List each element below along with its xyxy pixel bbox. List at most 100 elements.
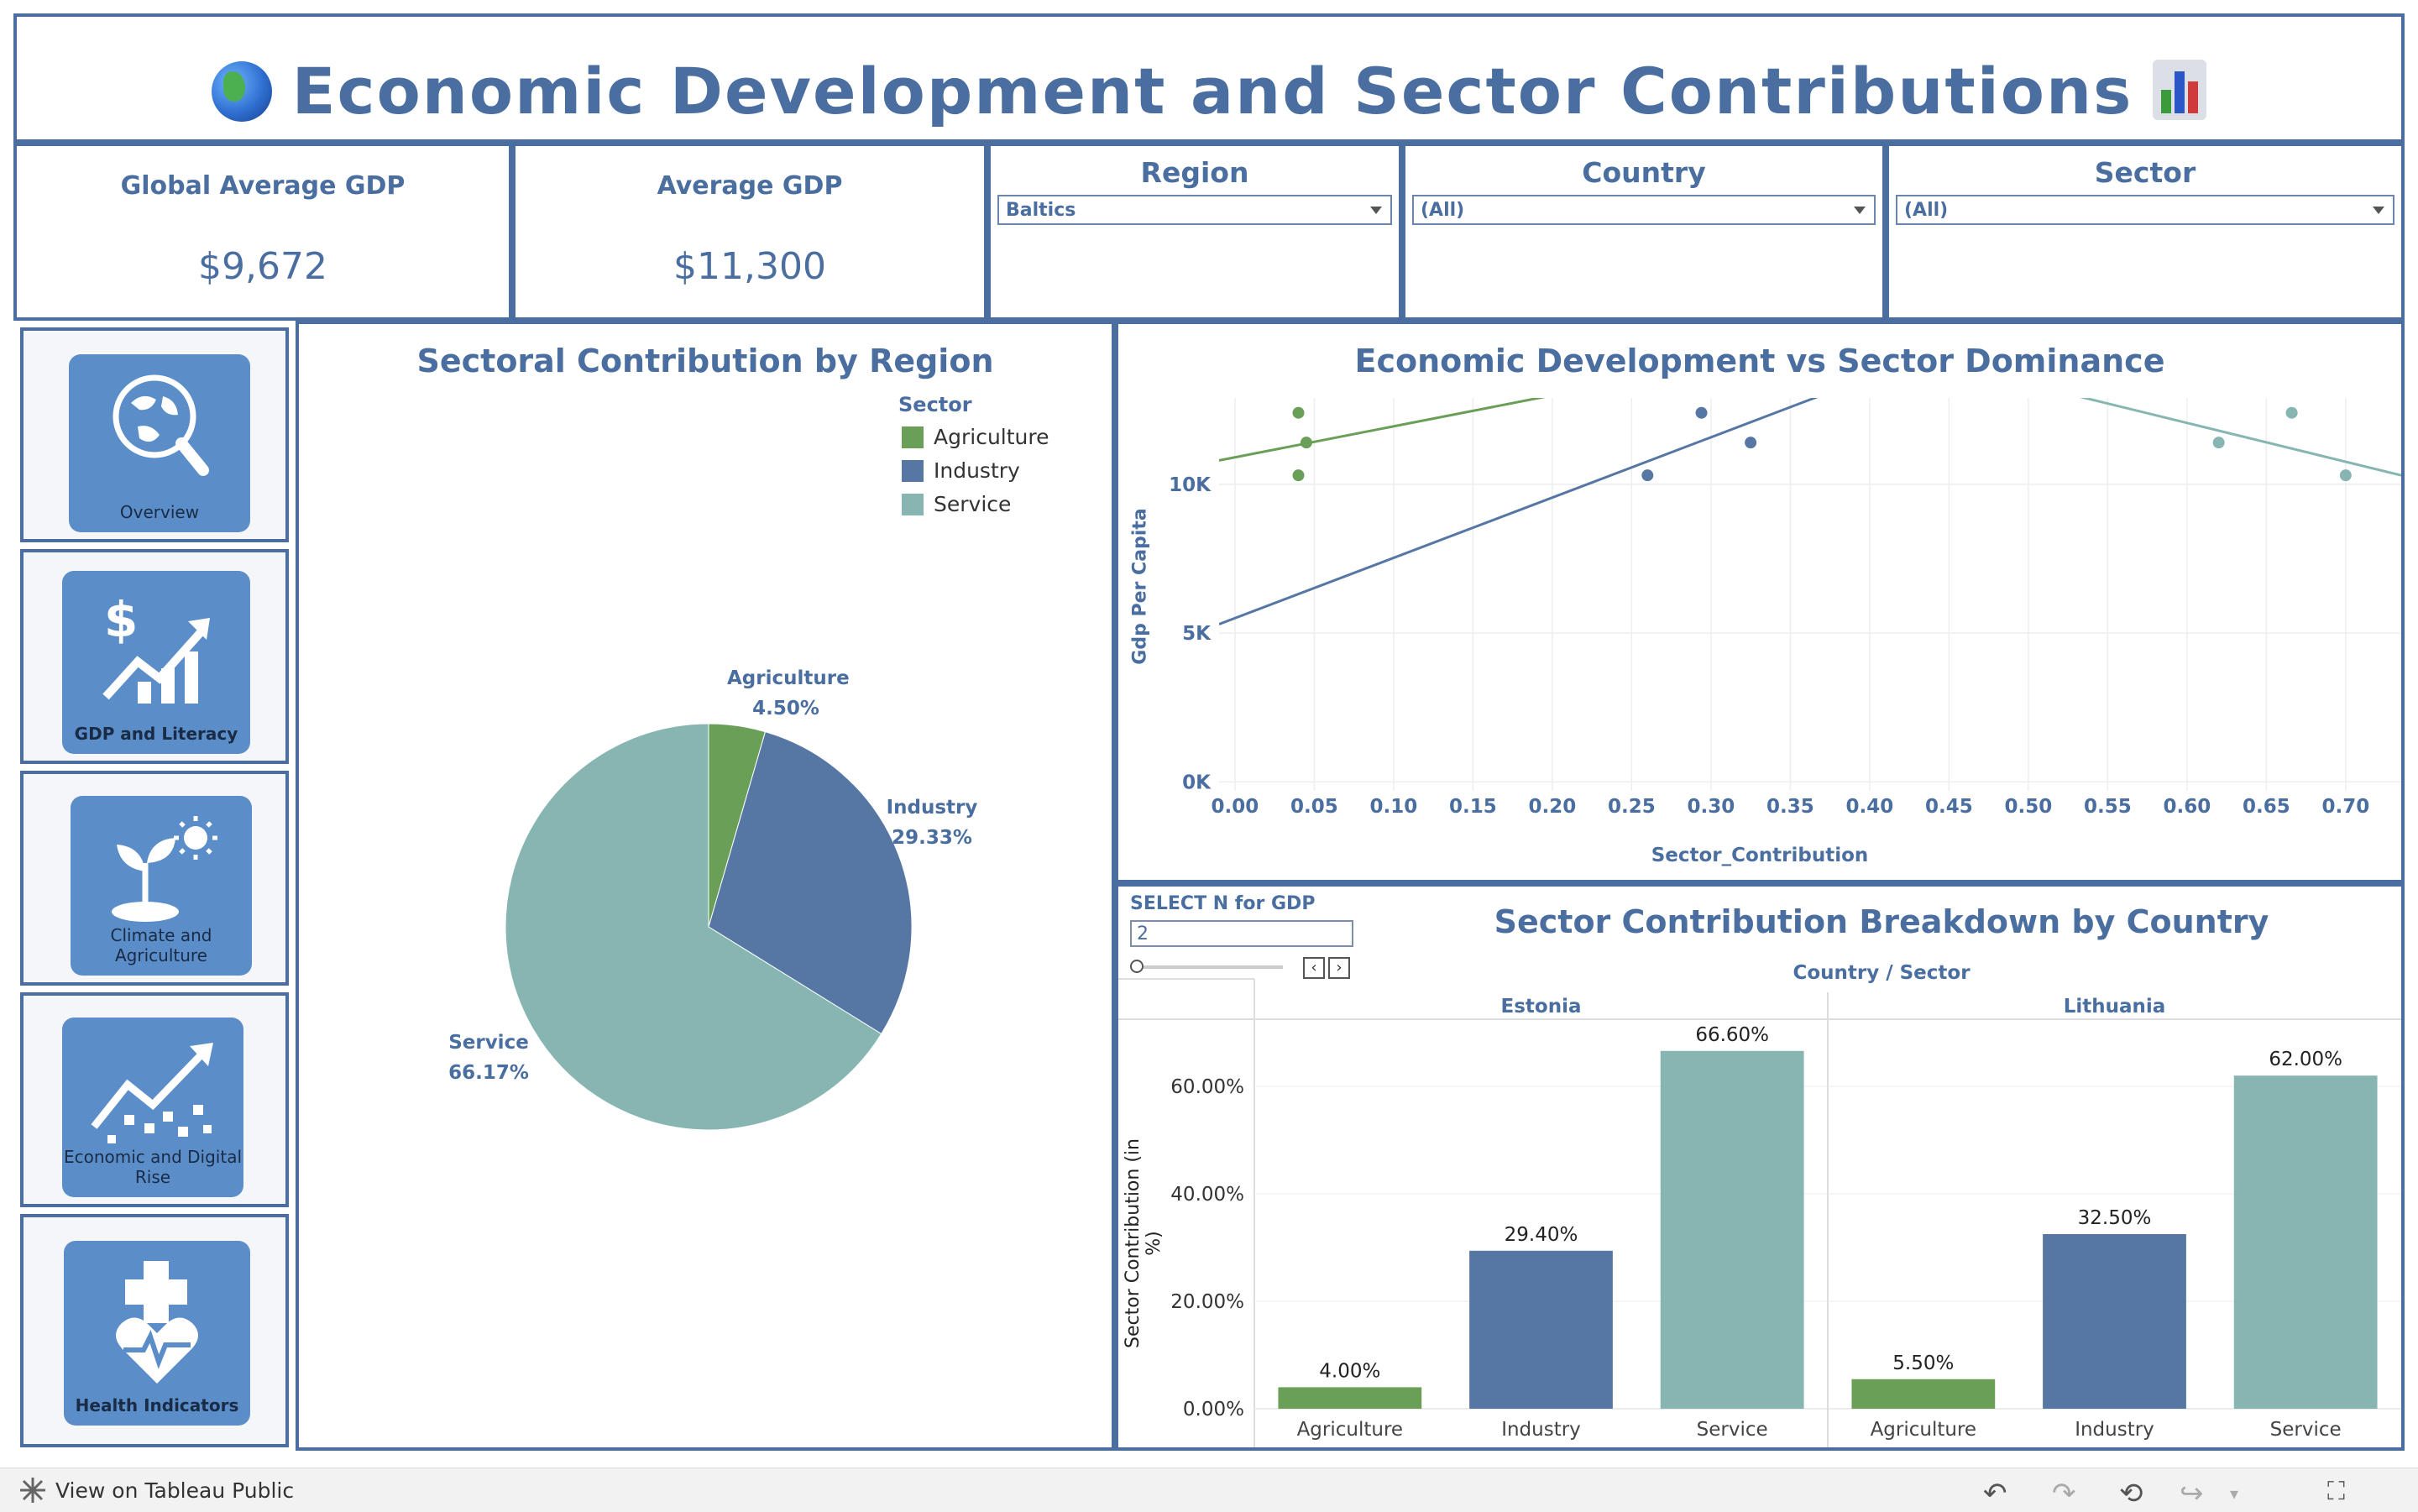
bar-lithuania-service: [2233, 1075, 2378, 1409]
filter-label: Country: [1582, 156, 1706, 189]
pie-label-industry: Industry 29.33%: [882, 793, 982, 853]
chevron-right-icon[interactable]: ›: [1328, 957, 1350, 979]
pie-slice-industry: [708, 730, 913, 1035]
scatter-x-tick-label: 0.00: [1212, 796, 1259, 818]
scatter-panel: Economic Development vs Sector Dominance…: [1115, 321, 2405, 883]
bar-category-label: Agriculture: [1871, 1419, 1977, 1441]
scatter-x-tick-label: 0.10: [1370, 796, 1418, 818]
trend-chart-icon: [91, 1043, 213, 1143]
climate-and-agriculture-button[interactable]: Climate and Agriculture: [71, 796, 252, 976]
parameter-slider-track[interactable]: [1135, 965, 1283, 969]
economic-and-digital-rise-button[interactable]: Economic and Digital Rise: [62, 1018, 243, 1197]
dollar-growth-icon: $: [102, 591, 210, 704]
bar-category-label: Service: [2270, 1419, 2342, 1441]
dashboard-title-row: Economic Development and Sector Contribu…: [17, 54, 2401, 128]
nav-item-economic-and-digital-rise[interactable]: Economic and Digital Rise: [20, 992, 289, 1207]
gdp-and-literacy-button[interactable]: $ GDP and Literacy: [62, 571, 250, 754]
plant-sun-icon: [112, 816, 217, 922]
bar-group-header: Lithuania: [2064, 996, 2166, 1018]
nav-label: Climate and Agriculture: [110, 925, 212, 965]
pie-label-agriculture: Agriculture 4.50%: [727, 663, 850, 724]
country-dropdown[interactable]: (All): [1412, 195, 1876, 225]
tableau-footer: View on Tableau Public ↶ ↷ ⟲ ↪ ▾ ⛶: [0, 1468, 2418, 1512]
globe-search-icon: [113, 374, 209, 476]
bar-y-axis-label: Sector Contribution (in %): [1123, 1138, 1165, 1348]
scatter-point-service: [2285, 406, 2298, 419]
scatter-x-tick-label: 0.15: [1449, 796, 1497, 818]
pie-panel: Sectoral Contribution by Region Sector A…: [296, 321, 1115, 1451]
bar-value-label: 4.00%: [1319, 1360, 1380, 1382]
redo-icon[interactable]: ↷: [2052, 1477, 2076, 1510]
dropdown-value: (All): [1421, 200, 1465, 221]
forward-icon[interactable]: ↪: [2180, 1477, 2204, 1510]
scatter-x-tick-label: 0.70: [2321, 796, 2369, 818]
dashboard-title: Economic Development and Sector Contribu…: [291, 54, 2133, 128]
pie-label-name: Industry: [886, 797, 978, 819]
pie-slice-service: [505, 723, 882, 1131]
nav-item-health-indicators[interactable]: Health Indicators: [20, 1214, 289, 1447]
nav-label: Overview: [119, 502, 200, 522]
scatter-y-axis-label: Gdp Per Capita: [1129, 508, 1151, 665]
view-on-tableau-link[interactable]: View on Tableau Public: [55, 1478, 295, 1503]
bar-category-label: Agriculture: [1297, 1419, 1404, 1441]
scatter-chart: 0.00 0.05 0.10 0.15 0.20 0.25 0.30 0.35 0.40 0.45…: [1169, 398, 2401, 818]
scatter-point-service: [2339, 469, 2352, 482]
bar-group-header: Estonia: [1501, 996, 1582, 1018]
tableau-logo-icon: [20, 1478, 45, 1503]
undo-icon[interactable]: ↶: [1983, 1477, 2007, 1510]
filter-sector: Sector (All): [1886, 143, 2405, 321]
scatter-point-agriculture: [1292, 406, 1305, 419]
bar-y-tick-label: 0.00%: [1183, 1399, 1244, 1420]
nav-item-overview[interactable]: Overview: [20, 327, 289, 542]
bar-lithuania-industry: [2043, 1234, 2186, 1409]
legend-item-service[interactable]: Service: [902, 492, 1011, 516]
title-banner: Economic Development and Sector Contribu…: [13, 13, 2405, 143]
bar-chart: 0.00% 20.00% 40.00% 60.00% Estonia 4.00% Agric…: [1118, 978, 2401, 1447]
chevron-down-icon[interactable]: ▾: [2230, 1483, 2239, 1504]
bar-y-tick-label: 20.00%: [1170, 1291, 1244, 1313]
scatter-x-tick-label: 0.25: [1608, 796, 1656, 818]
scatter-point-agriculture: [1292, 469, 1305, 482]
bar-category-label: Industry: [1501, 1419, 1581, 1441]
fullscreen-icon[interactable]: ⛶: [2327, 1477, 2345, 1506]
parameter-slider-handle[interactable]: [1130, 960, 1144, 973]
chevron-left-icon[interactable]: ‹: [1303, 957, 1325, 979]
scatter-x-tick-label: 0.05: [1290, 796, 1338, 818]
trend-line-industry: [1219, 398, 1819, 625]
pie-label-value: 4.50%: [752, 698, 819, 719]
parameter-label: SELECT N for GDP: [1130, 893, 1316, 914]
bar-panel-title: Sector Contribution Breakdown by Country: [1494, 903, 2269, 940]
pie-label-name: Agriculture: [727, 667, 850, 689]
overview-button[interactable]: Overview: [69, 354, 250, 532]
scatter-plot-area: [1219, 398, 2401, 625]
scatter-x-tick-label: 0.50: [2004, 796, 2052, 818]
legend-label: Service: [934, 492, 1012, 516]
filter-label: Region: [1140, 156, 1249, 189]
health-indicators-button[interactable]: Health Indicators: [64, 1241, 250, 1426]
bar-y-tick-label: 40.00%: [1170, 1184, 1244, 1206]
nav-item-gdp-and-literacy[interactable]: $ GDP and Literacy: [20, 549, 289, 764]
revert-icon[interactable]: ⟲: [2119, 1477, 2143, 1510]
nav-item-climate-and-agriculture[interactable]: Climate and Agriculture: [20, 771, 289, 986]
kpi-value: $11,300: [673, 245, 826, 288]
bar-chart-icon: [2153, 60, 2207, 120]
bar-value-label: 5.50%: [1892, 1352, 1954, 1374]
svg-text:$: $: [104, 591, 138, 648]
parameter-input-value: 2: [1137, 923, 1149, 944]
bar-panel: SELECT N for GDP 2 ‹ › Sector Contributi…: [1115, 883, 2405, 1451]
bar-estonia-industry: [1469, 1250, 1613, 1409]
bar-estonia-service: [1660, 1050, 1804, 1409]
kpi-label: Global Average GDP: [120, 171, 406, 201]
legend-label: Agriculture: [934, 425, 1049, 449]
pie-label-name: Service: [448, 1032, 529, 1054]
parameter-input[interactable]: 2: [1130, 920, 1353, 947]
bar-value-label: 66.60%: [1695, 1024, 1769, 1046]
scatter-panel-title: Economic Development vs Sector Dominance: [1354, 343, 2165, 379]
sector-dropdown[interactable]: (All): [1896, 195, 2394, 225]
scatter-point-industry: [1695, 406, 1708, 419]
legend-item-industry[interactable]: Industry: [902, 458, 1020, 483]
legend-item-agriculture[interactable]: Agriculture: [902, 425, 1049, 449]
kpi-value: $9,672: [198, 245, 327, 288]
bar-category-label: Service: [1697, 1419, 1768, 1441]
region-dropdown[interactable]: Baltics: [997, 195, 1392, 225]
